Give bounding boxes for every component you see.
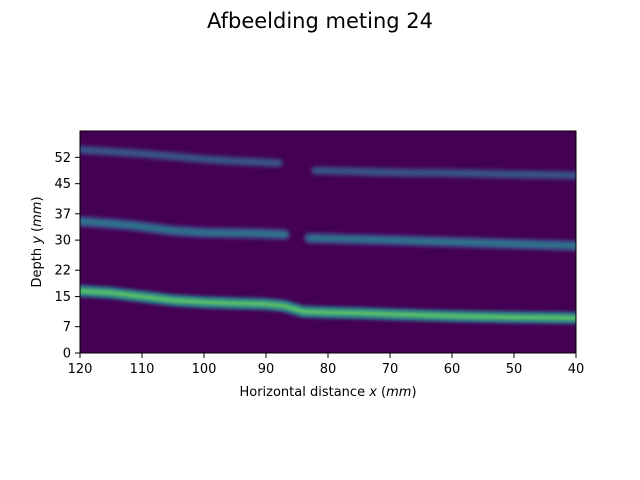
layer-middle-segment-0	[80, 219, 287, 237]
y-axis-ticks: 0 7 15 22 30 37 45 52	[54, 151, 80, 362]
y-tick-label: 30	[54, 234, 71, 249]
y-axis-label: Depth y (mm)	[30, 196, 45, 287]
x-tick-label: 90	[258, 362, 275, 377]
x-tick-label: 40	[568, 362, 585, 377]
x-tick-label: 120	[68, 362, 93, 377]
y-tick-label: 45	[54, 177, 71, 192]
x-axis-label: Horizontal distance x (mm)	[239, 385, 416, 400]
y-tick-label: 0	[63, 347, 71, 362]
x-tick-label: 70	[382, 362, 399, 377]
layer-top-segment-0	[80, 148, 281, 165]
heatmap-layers	[80, 145, 576, 324]
chart-title: Afbeelding meting 24	[207, 9, 433, 33]
x-axis-ticks: 120 110 100 90 80 70 60 50 40	[68, 353, 585, 377]
y-tick-label: 7	[63, 320, 71, 335]
x-tick-label: 80	[320, 362, 337, 377]
y-tick-label: 15	[54, 290, 71, 305]
x-tick-label: 60	[444, 362, 461, 377]
layer-top-segment-1	[313, 168, 576, 178]
y-tick-label: 37	[54, 207, 71, 222]
x-tick-label: 100	[192, 362, 217, 377]
y-tick-label: 52	[54, 151, 71, 166]
y-tick-label: 22	[54, 264, 71, 279]
layer-middle-segment-1	[307, 236, 576, 248]
x-tick-label: 110	[130, 362, 155, 377]
layer-bottom-segment-0	[80, 288, 576, 321]
x-tick-label: 50	[506, 362, 523, 377]
